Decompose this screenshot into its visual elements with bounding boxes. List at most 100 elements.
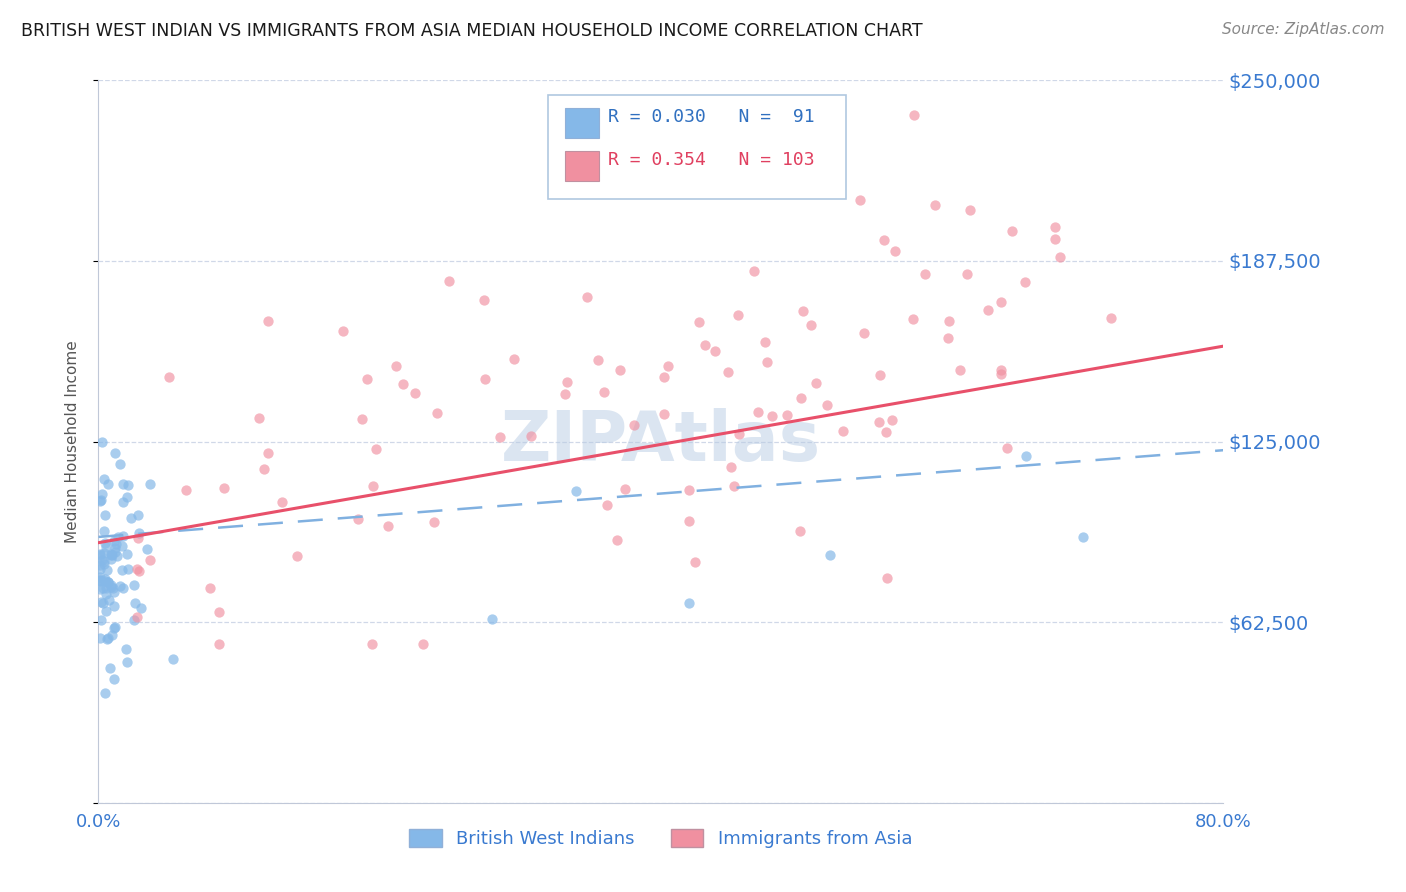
- Point: [91, 581, 114, 595]
- Point: [91, 553, 114, 567]
- Point: [285, 549, 308, 563]
- Point: [361, 637, 384, 651]
- Point: [678, 596, 700, 610]
- Point: [122, 578, 145, 592]
- Point: [792, 304, 814, 318]
- Point: [103, 672, 125, 686]
- Point: [880, 413, 903, 427]
- Point: [111, 563, 134, 577]
- Point: [848, 194, 870, 208]
- Point: [94, 572, 117, 586]
- Text: R = 0.354   N = 103: R = 0.354 N = 103: [607, 152, 814, 169]
- Point: [94, 574, 117, 589]
- Point: [111, 528, 134, 542]
- Point: [924, 198, 946, 212]
- Point: [104, 445, 127, 459]
- Point: [89, 573, 111, 587]
- Point: [1001, 223, 1024, 237]
- Point: [831, 424, 853, 438]
- Point: [129, 601, 152, 615]
- Point: [100, 547, 122, 561]
- Point: [1049, 250, 1071, 264]
- Point: [613, 482, 636, 496]
- Point: [89, 494, 111, 508]
- Point: [100, 628, 122, 642]
- Point: [94, 540, 117, 554]
- Point: [128, 565, 150, 579]
- FancyBboxPatch shape: [548, 95, 846, 200]
- Point: [949, 363, 972, 377]
- Point: [105, 549, 128, 563]
- Point: [392, 377, 415, 392]
- Point: [117, 561, 139, 575]
- Point: [90, 613, 112, 627]
- Text: BRITISH WEST INDIAN VS IMMIGRANTS FROM ASIA MEDIAN HOUSEHOLD INCOME CORRELATION : BRITISH WEST INDIAN VS IMMIGRANTS FROM A…: [21, 22, 922, 40]
- Point: [688, 315, 710, 329]
- Point: [623, 417, 645, 432]
- Point: [815, 398, 838, 412]
- Point: [94, 536, 117, 550]
- Point: [555, 375, 578, 389]
- Point: [208, 637, 231, 651]
- Point: [703, 343, 725, 358]
- Point: [98, 661, 121, 675]
- Point: [253, 462, 276, 476]
- Point: [103, 584, 125, 599]
- Point: [257, 446, 280, 460]
- Point: [94, 686, 117, 700]
- Point: [350, 412, 373, 426]
- Point: [91, 596, 114, 610]
- Point: [693, 338, 716, 352]
- Point: [108, 457, 131, 471]
- Point: [481, 612, 503, 626]
- Point: [96, 632, 118, 646]
- Point: [977, 303, 1000, 318]
- Point: [112, 495, 135, 509]
- Point: [89, 573, 111, 587]
- Point: [652, 407, 675, 421]
- Point: [89, 558, 111, 573]
- Point: [104, 544, 127, 558]
- Point: [120, 511, 142, 525]
- Point: [105, 537, 128, 551]
- Point: [868, 415, 890, 429]
- Point: [107, 530, 129, 544]
- Point: [377, 518, 399, 533]
- Point: [93, 553, 115, 567]
- Point: [869, 368, 891, 382]
- Point: [727, 308, 749, 322]
- Point: [938, 314, 960, 328]
- Point: [122, 613, 145, 627]
- Point: [103, 621, 125, 635]
- Point: [404, 386, 426, 401]
- Point: [90, 595, 112, 609]
- Point: [789, 524, 811, 539]
- Point: [128, 525, 150, 540]
- Point: [1014, 275, 1036, 289]
- Point: [474, 372, 496, 386]
- Point: [97, 632, 120, 646]
- Point: [716, 365, 738, 379]
- Point: [100, 578, 122, 592]
- Point: [575, 290, 598, 304]
- Point: [139, 477, 162, 491]
- Point: [554, 386, 576, 401]
- Point: [139, 553, 162, 567]
- Point: [93, 508, 115, 522]
- Point: [422, 515, 444, 529]
- Point: [990, 295, 1012, 310]
- Point: [1099, 311, 1122, 326]
- Point: [127, 609, 149, 624]
- Point: [117, 490, 139, 504]
- Point: [761, 409, 783, 423]
- Point: [804, 376, 827, 390]
- Point: [754, 335, 776, 350]
- Point: [742, 264, 765, 278]
- Point: [876, 571, 898, 585]
- Text: ZIPAtlas: ZIPAtlas: [501, 408, 821, 475]
- Point: [347, 512, 370, 526]
- Point: [720, 459, 742, 474]
- Point: [901, 311, 924, 326]
- Point: [97, 574, 120, 589]
- Point: [103, 599, 125, 614]
